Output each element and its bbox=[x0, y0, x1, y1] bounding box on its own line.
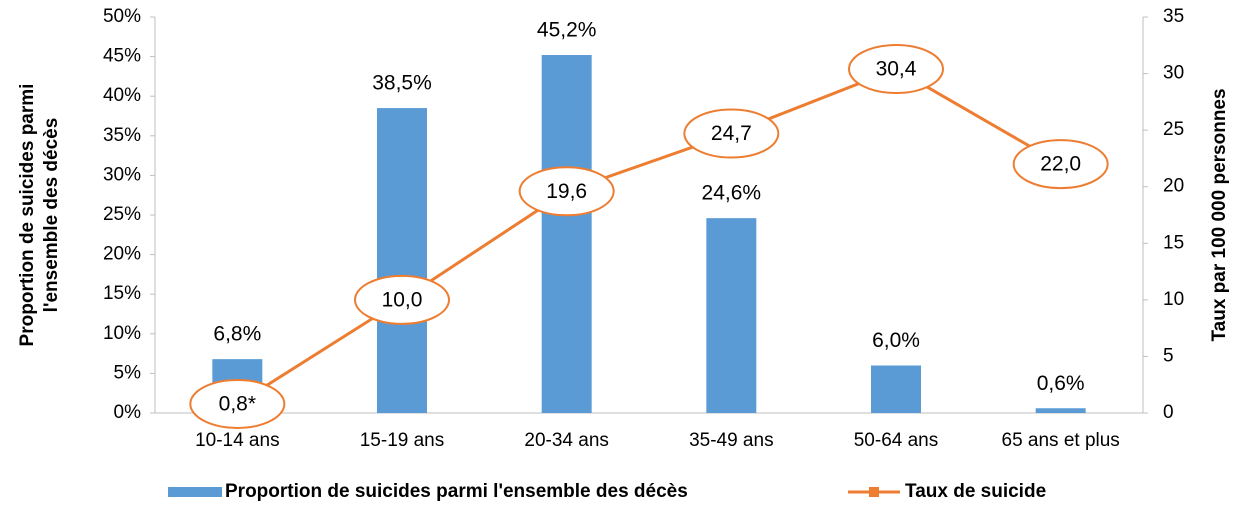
x-tick-label: 50-64 ans bbox=[854, 430, 939, 451]
value-label-bubble bbox=[189, 378, 286, 429]
bar-value-label: 0,6% bbox=[1037, 372, 1085, 395]
y-tick-label: 40% bbox=[103, 85, 141, 106]
line-value-label: 22,0 bbox=[1040, 153, 1081, 176]
bar bbox=[377, 108, 427, 413]
y2-tick-label: 20 bbox=[1163, 176, 1184, 197]
y2-tick-label: 15 bbox=[1163, 232, 1184, 253]
bar-value-label: 6,8% bbox=[213, 323, 261, 346]
bar bbox=[541, 55, 592, 414]
y-tick-label: 30% bbox=[103, 164, 141, 185]
y2-tick-label: 30 bbox=[1163, 63, 1184, 84]
line-value-label: 19,6 bbox=[546, 180, 587, 203]
y-axis-title-line: Proportion de suicides parmi bbox=[17, 84, 38, 347]
value-label-bubble bbox=[354, 274, 450, 325]
x-tick-label: 65 ans et plus bbox=[1002, 430, 1120, 451]
bar bbox=[1035, 408, 1086, 413]
legend-label: Taux de suicide bbox=[905, 481, 1046, 502]
line-value-label: 0,8* bbox=[219, 392, 256, 415]
y2-tick-label: 10 bbox=[1163, 289, 1184, 310]
y-tick-label: 15% bbox=[103, 283, 141, 304]
bar-value-label: 45,2% bbox=[537, 19, 597, 42]
bar bbox=[706, 218, 757, 413]
bar-value-label: 38,5% bbox=[372, 72, 432, 95]
y-tick-label: 0% bbox=[114, 402, 142, 423]
line-value-label: 30,4 bbox=[876, 58, 917, 81]
y-tick-label: 20% bbox=[103, 244, 141, 265]
x-tick-label: 20-34 ans bbox=[524, 430, 609, 451]
y2-tick-label: 35 bbox=[1163, 6, 1184, 27]
y-tick-label: 5% bbox=[114, 362, 142, 383]
x-tick-label: 35-49 ans bbox=[689, 430, 774, 451]
y-tick-label: 25% bbox=[103, 204, 141, 225]
bar-value-label: 24,6% bbox=[702, 182, 762, 205]
y2-tick-label: 0 bbox=[1163, 402, 1174, 423]
x-tick-label: 10-14 ans bbox=[195, 430, 280, 451]
y-tick-label: 45% bbox=[103, 46, 141, 67]
y-tick-label: 50% bbox=[103, 6, 141, 27]
y-axis-title: Proportion de suicides parmi l'ensemble d… bbox=[17, 84, 62, 347]
bar bbox=[871, 365, 921, 413]
line-value-label: 10,0 bbox=[382, 288, 423, 311]
y-axis-title-line: l'ensemble des décès bbox=[41, 118, 62, 313]
value-label-bubble bbox=[683, 108, 780, 159]
y-tick-label: 10% bbox=[103, 323, 141, 344]
line-value-label: 24,7 bbox=[711, 122, 752, 145]
value-label-bubble bbox=[518, 166, 615, 217]
value-label-bubble bbox=[848, 44, 944, 95]
y-tick-label: 35% bbox=[103, 125, 141, 146]
legend-marker bbox=[869, 487, 879, 497]
value-label-bubble bbox=[1012, 139, 1109, 190]
bar-value-label: 6,0% bbox=[872, 329, 920, 352]
y2-axis-title: Taux par 100 000 personnes bbox=[1209, 88, 1230, 341]
line bbox=[236, 67, 1062, 406]
legend-swatch bbox=[168, 487, 222, 497]
legend-label: Proportion de suicides parmi l'ensemble … bbox=[225, 481, 688, 502]
y2-tick-label: 5 bbox=[1163, 345, 1174, 366]
x-tick-label: 15-19 ans bbox=[360, 430, 445, 451]
y2-tick-label: 25 bbox=[1163, 119, 1184, 140]
